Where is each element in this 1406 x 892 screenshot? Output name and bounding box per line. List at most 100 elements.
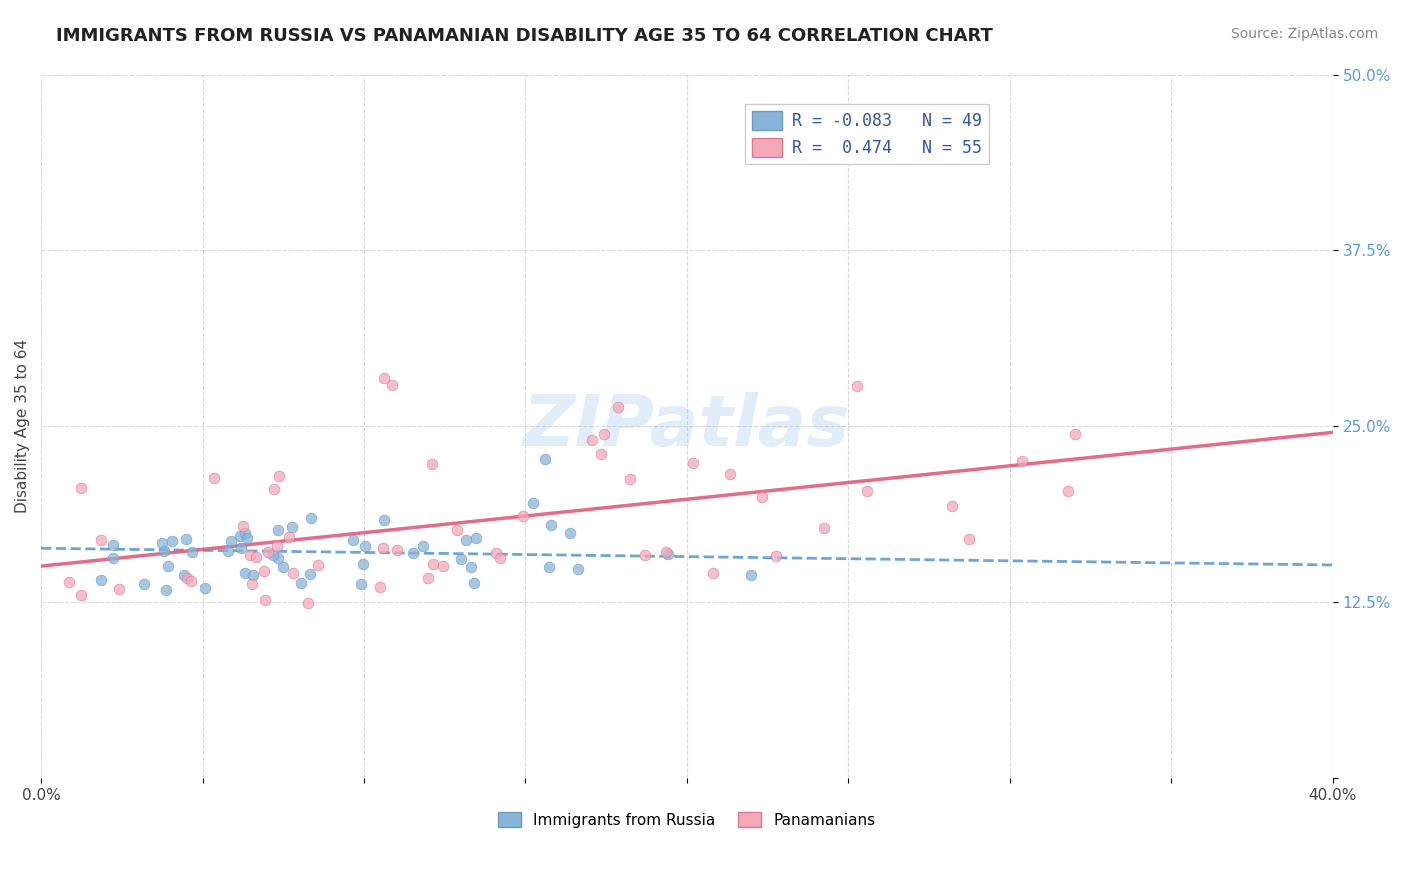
Panamanians — [512, 509, 534, 524]
Immigrants from Russia — [460, 560, 482, 574]
Immigrants from Russia — [132, 577, 155, 591]
Immigrants from Russia — [567, 562, 589, 576]
Immigrants from Russia — [402, 546, 425, 560]
Panamanians — [266, 539, 288, 553]
Immigrants from Russia — [299, 566, 322, 581]
Panamanians — [702, 566, 724, 580]
Panamanians — [373, 370, 395, 384]
Panamanians — [176, 571, 198, 585]
Panamanians — [108, 582, 131, 597]
Text: Source: ZipAtlas.com: Source: ZipAtlas.com — [1230, 27, 1378, 41]
Immigrants from Russia — [560, 526, 582, 541]
Panamanians — [489, 550, 512, 565]
Immigrants from Russia — [262, 548, 284, 562]
Immigrants from Russia — [236, 531, 259, 545]
Panamanians — [856, 484, 879, 499]
Immigrants from Russia — [464, 531, 486, 545]
Immigrants from Russia — [162, 534, 184, 549]
Immigrants from Russia — [242, 568, 264, 582]
Panamanians — [446, 523, 468, 537]
Panamanians — [432, 559, 454, 574]
Panamanians — [70, 481, 93, 495]
Panamanians — [751, 490, 773, 504]
Text: ZIPatlas: ZIPatlas — [523, 392, 851, 461]
Panamanians — [180, 574, 202, 589]
Immigrants from Russia — [537, 560, 560, 574]
Panamanians — [634, 548, 657, 562]
Panamanians — [846, 378, 869, 392]
Immigrants from Russia — [456, 533, 478, 547]
Panamanians — [654, 545, 676, 559]
Immigrants from Russia — [229, 541, 252, 556]
Panamanians — [581, 433, 603, 447]
Immigrants from Russia — [153, 543, 176, 558]
Panamanians — [240, 576, 263, 591]
Immigrants from Russia — [101, 551, 124, 566]
Immigrants from Russia — [373, 513, 395, 527]
Immigrants from Russia — [290, 576, 312, 591]
Immigrants from Russia — [219, 533, 242, 548]
Immigrants from Russia — [101, 538, 124, 552]
Panamanians — [297, 596, 319, 610]
Immigrants from Russia — [354, 539, 377, 553]
Panamanians — [619, 471, 641, 485]
Panamanians — [957, 532, 980, 546]
Panamanians — [1011, 454, 1033, 468]
Immigrants from Russia — [281, 520, 304, 534]
Panamanians — [257, 545, 280, 559]
Panamanians — [69, 588, 91, 602]
Panamanians — [232, 519, 254, 533]
Panamanians — [239, 548, 262, 562]
Panamanians — [593, 427, 616, 442]
Immigrants from Russia — [267, 551, 290, 566]
Panamanians — [422, 458, 444, 472]
Panamanians — [416, 572, 439, 586]
Panamanians — [718, 467, 741, 481]
Panamanians — [589, 447, 612, 461]
Immigrants from Russia — [267, 524, 290, 538]
Panamanians — [90, 533, 112, 548]
Immigrants from Russia — [90, 573, 112, 587]
Y-axis label: Disability Age 35 to 64: Disability Age 35 to 64 — [15, 339, 30, 514]
Immigrants from Russia — [350, 576, 373, 591]
Panamanians — [267, 469, 290, 483]
Panamanians — [1063, 426, 1085, 441]
Immigrants from Russia — [533, 452, 555, 467]
Immigrants from Russia — [233, 526, 256, 541]
Panamanians — [254, 593, 277, 607]
Immigrants from Russia — [228, 529, 250, 543]
Panamanians — [307, 558, 329, 572]
Immigrants from Russia — [657, 547, 679, 561]
Panamanians — [58, 574, 80, 589]
Panamanians — [485, 545, 508, 559]
Panamanians — [245, 549, 267, 564]
Panamanians — [941, 499, 963, 513]
Immigrants from Russia — [194, 581, 217, 595]
Panamanians — [682, 456, 704, 470]
Panamanians — [263, 482, 285, 496]
Panamanians — [368, 580, 391, 594]
Panamanians — [202, 471, 225, 485]
Immigrants from Russia — [217, 544, 239, 558]
Immigrants from Russia — [150, 536, 173, 550]
Panamanians — [422, 557, 444, 571]
Immigrants from Russia — [522, 496, 544, 510]
Panamanians — [813, 520, 835, 534]
Panamanians — [253, 564, 276, 578]
Immigrants from Russia — [156, 559, 179, 574]
Panamanians — [380, 378, 402, 392]
Panamanians — [385, 542, 408, 557]
Immigrants from Russia — [155, 583, 177, 598]
Panamanians — [373, 541, 395, 555]
Immigrants from Russia — [540, 517, 562, 532]
Immigrants from Russia — [173, 567, 195, 582]
Legend: Immigrants from Russia, Panamanians: Immigrants from Russia, Panamanians — [492, 805, 882, 834]
Immigrants from Russia — [342, 533, 364, 548]
Immigrants from Russia — [450, 552, 472, 566]
Immigrants from Russia — [740, 568, 762, 582]
Immigrants from Russia — [463, 576, 485, 591]
Immigrants from Russia — [181, 545, 204, 559]
Immigrants from Russia — [174, 532, 197, 546]
Immigrants from Russia — [412, 539, 434, 553]
Immigrants from Russia — [352, 557, 374, 571]
